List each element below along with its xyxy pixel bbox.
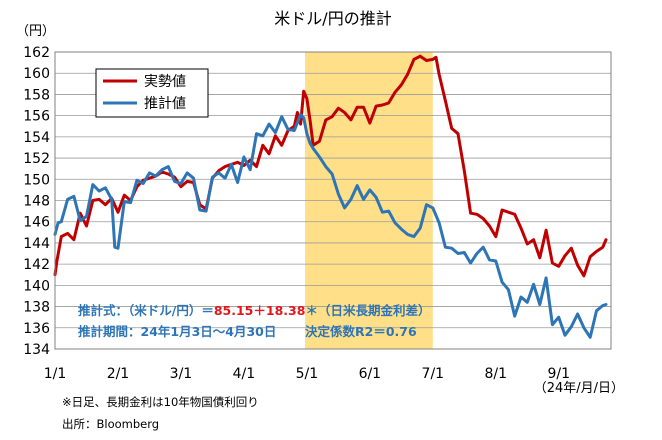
r-squared: 決定係数R2＝0.76 bbox=[305, 324, 417, 339]
footnote-note: ※日足、長期金利は10年物国債利回り bbox=[62, 395, 259, 409]
formula-annotation: 推計式：（米ドル/円）＝85.15＋18.38＊（日米長期金利差） 推計期間：2… bbox=[78, 303, 430, 339]
tick-labels: 134 136 138 140 142 144 146 148 150 152 154 156 158 1… bbox=[23, 45, 570, 382]
y-tick-label: 156 bbox=[23, 109, 50, 125]
series-line-estimate bbox=[53, 113, 608, 339]
y-tick-label: 140 bbox=[23, 278, 50, 294]
y-tick-label: 148 bbox=[23, 194, 50, 210]
y-tick-label: 162 bbox=[23, 45, 50, 61]
formula-label: 推計式：（米ドル/円）＝ bbox=[78, 303, 214, 318]
y-tick-label: 160 bbox=[23, 66, 50, 82]
footnote-source: 出所：Bloomberg bbox=[62, 417, 159, 431]
x-tick-label: 8/1 bbox=[485, 366, 508, 382]
y-tick-label: 144 bbox=[23, 236, 50, 252]
legend-box bbox=[95, 68, 209, 118]
formula-plus: ＋ bbox=[253, 303, 266, 318]
x-tick-label: 6/1 bbox=[359, 366, 382, 382]
formula-text: 推計式：（米ドル/円）＝85.15＋18.38＊（日米長期金利差） bbox=[78, 303, 430, 318]
y-tick-label: 146 bbox=[23, 215, 50, 231]
chart-title: 米ドル/円の推計 bbox=[274, 9, 391, 28]
y-axis-unit-label: （円） bbox=[16, 24, 55, 39]
y-tick-label: 150 bbox=[23, 172, 50, 188]
legend-label-actual: 実勢値 bbox=[144, 74, 186, 90]
estimation-period: 推計期間：24年1月3日〜4月30日 bbox=[78, 324, 276, 339]
formula-constant: 85.15 bbox=[214, 303, 254, 318]
x-tick-label: 7/1 bbox=[422, 366, 445, 382]
y-tick-label: 152 bbox=[23, 151, 50, 167]
y-tick-label: 134 bbox=[23, 342, 50, 358]
y-tick-label: 154 bbox=[23, 130, 50, 146]
y-tick-label: 158 bbox=[23, 87, 50, 103]
x-tick-label: 9/1 bbox=[547, 366, 570, 382]
x-axis-unit-label: （24年/月/日） bbox=[534, 381, 624, 396]
x-tick-label: 3/1 bbox=[170, 366, 193, 382]
x-tick-label: 5/1 bbox=[296, 366, 319, 382]
y-tick-label: 138 bbox=[23, 300, 50, 316]
formula-rest: ＊（日米長期金利差） bbox=[305, 303, 430, 318]
x-tick-label: 4/1 bbox=[233, 366, 256, 382]
legend-label-estimate: 推計値 bbox=[144, 96, 186, 112]
x-tick-label: 1/1 bbox=[44, 366, 67, 382]
plot-frame bbox=[54, 51, 612, 350]
y-tick-label: 136 bbox=[23, 321, 50, 337]
formula-coefficient: 18.38 bbox=[266, 303, 306, 318]
y-tick-label: 142 bbox=[23, 257, 50, 273]
x-tick-label: 2/1 bbox=[107, 366, 130, 382]
series-layer bbox=[53, 54, 608, 339]
legend: 実勢値 推計値 bbox=[95, 68, 209, 118]
